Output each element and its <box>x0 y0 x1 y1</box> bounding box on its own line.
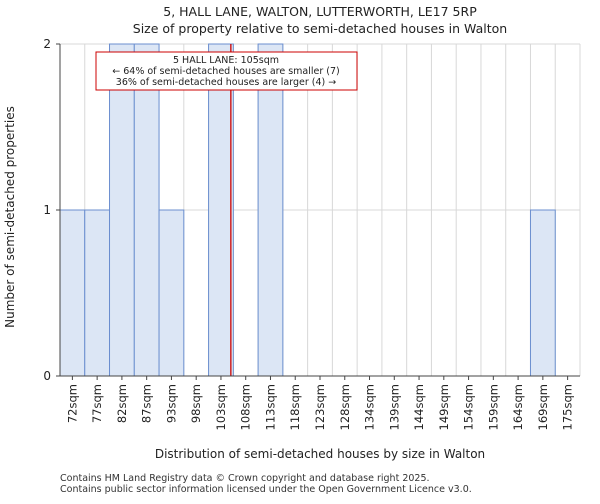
x-tick-label: 134sqm <box>363 384 377 430</box>
bar-72sqm <box>59 209 86 377</box>
y-tick-label: 1 <box>43 203 51 217</box>
bar-113sqm <box>257 43 284 377</box>
bar-93sqm <box>158 209 185 377</box>
bar-77sqm <box>84 209 111 377</box>
annotation-frame <box>95 51 358 91</box>
x-tick-label: 123sqm <box>313 384 327 430</box>
footer-line1: Contains HM Land Registry data © Crown c… <box>60 473 430 484</box>
x-tick-label: 82sqm <box>115 384 129 423</box>
y-tick-label: 0 <box>43 369 51 383</box>
annotation-box: 5 HALL LANE: 105sqm ← 64% of semi-detach… <box>95 51 358 91</box>
x-tick-label: 164sqm <box>511 384 525 430</box>
annotation-larger-line: 36% of semi-detached houses are larger (… <box>116 77 336 88</box>
bar-87sqm <box>133 43 160 377</box>
x-tick-label: 139sqm <box>387 384 401 430</box>
x-tick-label: 128sqm <box>338 384 352 430</box>
x-tick-label: 103sqm <box>214 384 228 430</box>
y-axis-label: Number of semi-detached properties <box>3 106 17 328</box>
chart-title-line2: Size of property relative to semi-detach… <box>133 21 507 36</box>
footer: Contains HM Land Registry data © Crown c… <box>60 473 472 495</box>
bar-82sqm <box>109 43 135 377</box>
y-tick-label: 2 <box>43 37 51 51</box>
chart-title-line1: 5, HALL LANE, WALTON, LUTTERWORTH, LE17 … <box>163 4 477 19</box>
y-tick-labels: 0 1 2 <box>43 37 51 383</box>
x-tick-label: 175sqm <box>561 384 575 430</box>
x-tick-label: 77sqm <box>90 384 104 423</box>
x-tick-label: 72sqm <box>65 384 79 423</box>
x-tick-label: 118sqm <box>288 384 302 430</box>
x-tick-label: 108sqm <box>239 384 253 430</box>
x-tick-label: 98sqm <box>189 384 203 423</box>
x-tick-label: 169sqm <box>536 384 550 430</box>
x-tick-label: 144sqm <box>412 384 426 430</box>
x-tick-label: 87sqm <box>140 384 154 423</box>
footer-line2: Contains public sector information licen… <box>60 484 472 495</box>
x-tick-labels: 72sqm 77sqm 82sqm 87sqm 93sqm 98sqm 103sqm 108s… <box>65 384 574 430</box>
annotation-smaller-line: ← 64% of semi-detached houses are smalle… <box>112 66 340 77</box>
x-axis-label: Distribution of semi-detached houses by … <box>155 447 485 461</box>
bar-103sqm <box>208 43 234 377</box>
bar-169sqm <box>529 209 556 377</box>
x-tick-label: 154sqm <box>462 384 476 430</box>
axes-layer <box>56 43 580 380</box>
x-tick-label: 149sqm <box>437 384 451 430</box>
x-tick-label: 159sqm <box>486 384 500 430</box>
x-tick-label: 93sqm <box>164 384 178 423</box>
annotation-marker-label: 5 HALL LANE: 105sqm <box>173 55 279 66</box>
x-tick-label: 113sqm <box>263 384 277 430</box>
